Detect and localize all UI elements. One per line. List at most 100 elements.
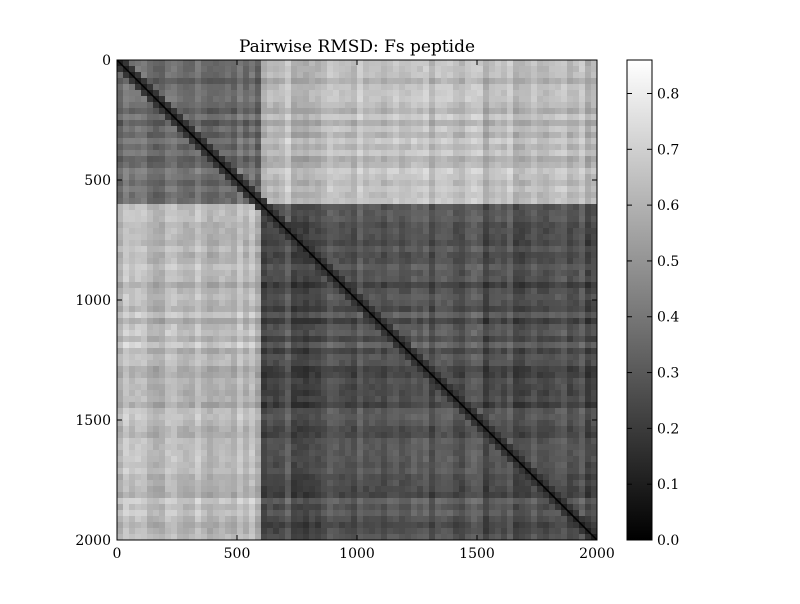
heatmap-cell xyxy=(357,378,364,385)
heatmap-cell xyxy=(135,402,142,409)
heatmap-cell xyxy=(297,426,304,433)
heatmap-cell xyxy=(297,270,304,277)
heatmap-cell xyxy=(195,252,202,259)
heatmap-cell xyxy=(225,288,232,295)
heatmap-cell xyxy=(321,270,328,277)
heatmap-cell xyxy=(117,120,124,127)
heatmap-cell xyxy=(345,138,352,145)
heatmap-cell xyxy=(189,144,196,151)
heatmap-cell xyxy=(477,156,484,163)
heatmap-cell xyxy=(153,408,160,415)
heatmap-cell xyxy=(321,96,328,103)
heatmap-cell xyxy=(399,78,406,85)
heatmap-cell xyxy=(513,234,520,241)
heatmap-cell xyxy=(153,360,160,367)
heatmap-cell xyxy=(123,138,130,145)
heatmap-cell xyxy=(483,390,490,397)
heatmap-cell xyxy=(321,300,328,307)
heatmap-cell xyxy=(243,150,250,157)
heatmap-cell xyxy=(183,216,190,223)
heatmap-cell xyxy=(375,366,382,373)
heatmap-cell xyxy=(531,318,538,325)
heatmap-cell xyxy=(303,240,310,247)
heatmap-cell xyxy=(549,240,556,247)
heatmap-cell xyxy=(225,186,232,193)
heatmap-cell xyxy=(213,390,220,397)
heatmap-cell xyxy=(411,414,418,421)
heatmap-cell xyxy=(201,270,208,277)
heatmap-cell xyxy=(267,300,274,307)
heatmap-cell xyxy=(357,372,364,379)
heatmap-cell xyxy=(189,198,196,205)
heatmap-cell xyxy=(279,264,286,271)
heatmap-cell xyxy=(411,222,418,229)
heatmap-cell xyxy=(285,180,292,187)
heatmap-cell xyxy=(177,426,184,433)
heatmap-cell xyxy=(201,414,208,421)
heatmap-cell xyxy=(195,162,202,169)
heatmap-cell xyxy=(507,102,514,109)
heatmap-cell xyxy=(285,300,292,307)
heatmap-cell xyxy=(189,228,196,235)
heatmap-cell xyxy=(429,234,436,241)
heatmap-cell xyxy=(393,282,400,289)
heatmap-cell xyxy=(135,102,142,109)
heatmap-cell xyxy=(261,210,268,217)
heatmap-cell xyxy=(381,234,388,241)
heatmap-cell xyxy=(297,162,304,169)
heatmap-cell xyxy=(567,150,574,157)
heatmap-cell xyxy=(333,78,340,85)
heatmap-cell xyxy=(177,330,184,337)
heatmap-cell xyxy=(393,234,400,241)
heatmap-cell xyxy=(435,240,442,247)
heatmap-cell xyxy=(159,288,166,295)
heatmap-cell xyxy=(357,66,364,73)
heatmap-cell xyxy=(159,204,166,211)
heatmap-cell xyxy=(483,246,490,253)
heatmap-cell xyxy=(171,288,178,295)
heatmap-cell xyxy=(237,72,244,79)
heatmap-cell xyxy=(483,144,490,151)
heatmap-cell xyxy=(477,210,484,217)
heatmap-cell xyxy=(309,348,316,355)
heatmap-cell xyxy=(261,162,268,169)
heatmap-cell xyxy=(249,426,256,433)
heatmap-cell xyxy=(285,234,292,241)
heatmap-cell xyxy=(369,258,376,265)
heatmap-cell xyxy=(477,246,484,253)
heatmap-cell xyxy=(129,372,136,379)
heatmap-cell xyxy=(483,156,490,163)
heatmap-cell xyxy=(381,120,388,127)
heatmap-cell xyxy=(567,72,574,79)
heatmap-cell xyxy=(411,66,418,73)
heatmap-cell xyxy=(183,90,190,97)
heatmap-cell xyxy=(483,354,490,361)
heatmap-cell xyxy=(207,216,214,223)
heatmap-cell xyxy=(477,426,484,433)
heatmap-cell xyxy=(177,180,184,187)
heatmap-cell xyxy=(375,150,382,157)
heatmap-cell xyxy=(321,360,328,367)
heatmap-cell xyxy=(189,252,196,259)
heatmap-cell xyxy=(327,288,334,295)
heatmap-cell xyxy=(465,318,472,325)
heatmap-cell xyxy=(489,156,496,163)
heatmap-cell xyxy=(195,168,202,175)
heatmap-cell xyxy=(339,186,346,193)
heatmap-cell xyxy=(465,294,472,301)
heatmap-cell xyxy=(321,396,328,403)
heatmap-cell xyxy=(189,126,196,133)
heatmap-cell xyxy=(153,264,160,271)
heatmap-cell xyxy=(417,72,424,79)
heatmap-cell xyxy=(501,408,508,415)
heatmap-cell xyxy=(321,216,328,223)
heatmap-cell xyxy=(591,246,598,253)
heatmap-cell xyxy=(483,348,490,355)
heatmap-cell xyxy=(567,276,574,283)
heatmap-cell xyxy=(429,84,436,91)
heatmap-cell xyxy=(135,258,142,265)
heatmap-cell xyxy=(501,312,508,319)
heatmap-cell xyxy=(405,180,412,187)
heatmap-cell xyxy=(573,126,580,133)
heatmap-cell xyxy=(483,372,490,379)
